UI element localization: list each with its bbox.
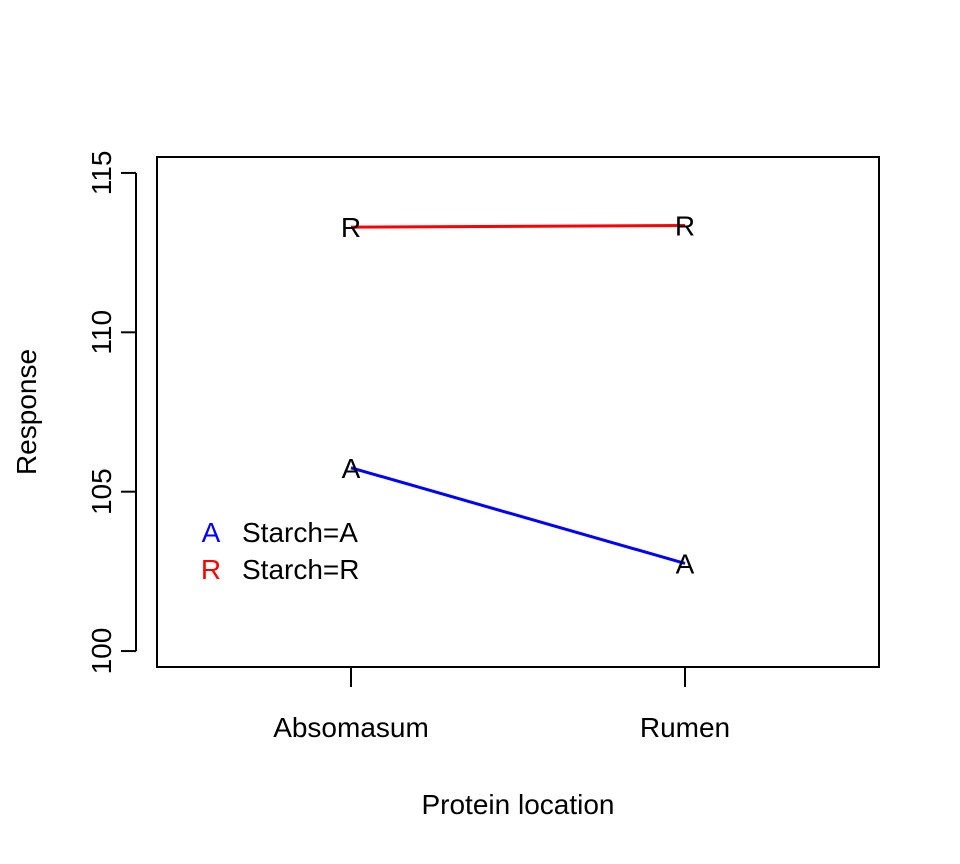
legend-symbol: R (201, 554, 221, 585)
x-tick-label: Absomasum (273, 712, 429, 743)
data-point-a: A (676, 548, 695, 579)
y-tick-label: 105 (86, 468, 117, 515)
y-tick-label: 110 (86, 310, 117, 355)
x-tick-label: Rumen (640, 712, 730, 743)
legend-symbol: A (202, 517, 221, 548)
legend: A Starch=A R Starch=R (201, 517, 360, 585)
data-point-r: R (675, 211, 695, 242)
series-line-r (350, 224, 686, 229)
legend-label: Starch=A (242, 517, 358, 548)
y-axis: 100 105 110 115 (86, 151, 137, 675)
y-tick-label: 115 (86, 151, 117, 196)
x-axis-title: Protein location (421, 789, 614, 820)
series-line-a (350, 466, 686, 565)
series-layer: A A R R (341, 211, 695, 580)
data-point-a: A (342, 453, 361, 484)
legend-label: Starch=R (242, 554, 360, 585)
data-point-r: R (341, 212, 361, 243)
y-axis-title: Response (11, 349, 42, 475)
y-tick-label: 100 (86, 628, 117, 675)
x-axis: Absomasum Rumen (273, 667, 730, 743)
plot-frame (156, 156, 880, 668)
